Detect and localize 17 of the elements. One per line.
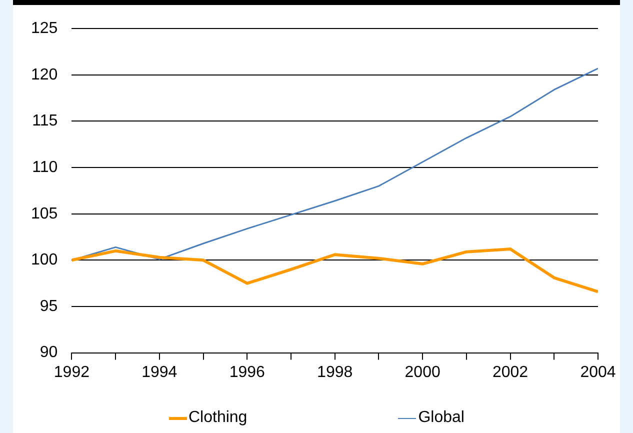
legend-label: Clothing: [188, 409, 248, 427]
legend-label: Global: [418, 409, 464, 427]
x-tick-label: 2000: [404, 364, 440, 381]
y-tick-label: 100: [30, 252, 58, 269]
x-tick-label: 1996: [229, 364, 266, 381]
y-tick-label: 95: [40, 298, 58, 315]
y-tick-label: 125: [30, 20, 58, 38]
y-tick-label: 115: [32, 112, 58, 130]
x-tick-label: 1998: [317, 364, 353, 381]
x-tick-label: 1994: [142, 364, 178, 381]
x-tick-label: 2002: [492, 364, 528, 381]
y-tick-label: 90: [40, 344, 58, 362]
x-tick-label: 2004: [580, 364, 616, 381]
x-tick-label: 1992: [54, 364, 90, 381]
y-tick-label: 120: [30, 66, 58, 84]
y-tick-label: 105: [30, 205, 58, 222]
y-tick-label: 110: [32, 158, 58, 176]
